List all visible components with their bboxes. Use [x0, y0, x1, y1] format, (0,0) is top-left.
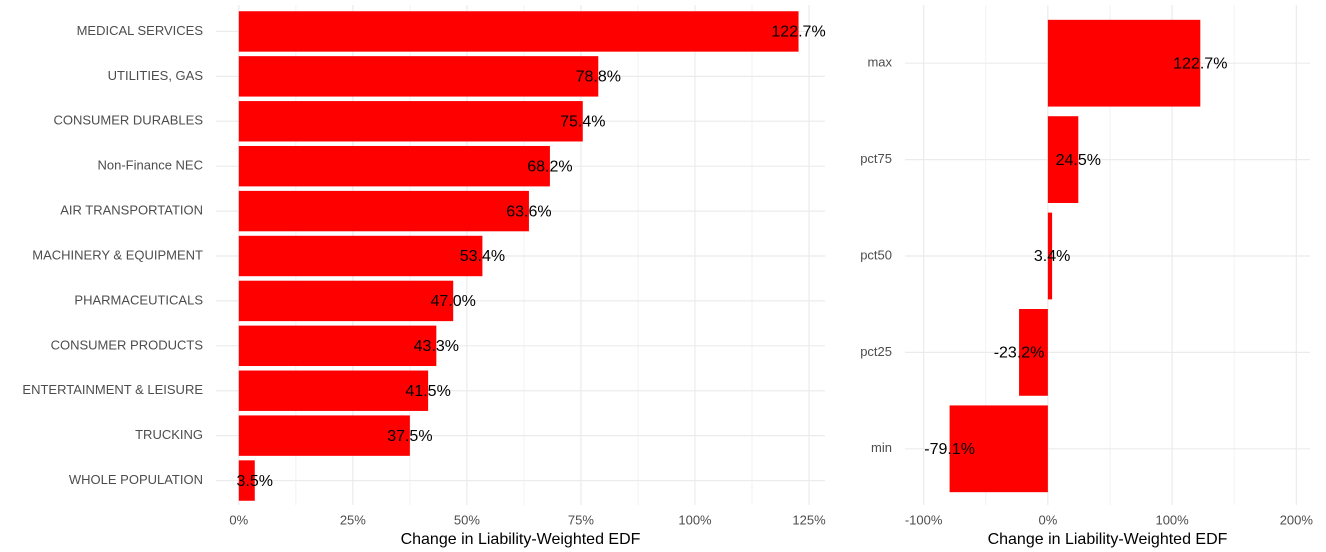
y-tick-label: MEDICAL SERVICES: [77, 23, 204, 38]
data-label: 122.7%: [1173, 55, 1227, 72]
y-tick-label: TRUCKING: [135, 427, 203, 442]
x-tick-label: 25%: [340, 512, 366, 527]
data-label: -79.1%: [924, 441, 975, 458]
bar: [238, 101, 583, 142]
y-tick-label: pct50: [860, 247, 892, 262]
x-tick-label: 0%: [1038, 512, 1057, 527]
bar: [238, 235, 483, 277]
x-tick-label: 75%: [568, 512, 594, 527]
bar: [238, 460, 255, 501]
data-label: 122.7%: [771, 24, 825, 41]
y-tick-label: CONSUMER DURABLES: [53, 113, 203, 128]
x-tick-label: 125%: [792, 512, 826, 527]
data-label: 53.4%: [460, 248, 505, 265]
bar: [238, 280, 454, 322]
y-tick-label: WHOLE POPULATION: [69, 472, 203, 487]
bar: [238, 145, 550, 187]
bar: [1047, 212, 1053, 300]
y-tick-label: Non-Finance NEC: [98, 158, 204, 173]
y-tick-label: AIR TRANSPORTATION: [60, 203, 203, 218]
x-tick-label: 50%: [454, 512, 480, 527]
data-label: 47.0%: [431, 293, 476, 310]
x-axis-title: Change in Liability-Weighted EDF: [401, 531, 641, 548]
data-label: 3.5%: [237, 473, 273, 490]
data-label: 37.5%: [387, 428, 432, 445]
data-label: 63.6%: [506, 203, 551, 220]
y-tick-label: PHARMACEUTICALS: [74, 292, 203, 307]
bar: [238, 11, 799, 52]
y-tick-label: MACHINERY & EQUIPMENT: [32, 247, 203, 262]
y-tick-label: CONSUMER PRODUCTS: [51, 337, 204, 352]
data-label: -23.2%: [994, 345, 1045, 362]
bar: [238, 190, 529, 232]
data-label: 43.3%: [414, 338, 459, 355]
bar: [238, 325, 437, 367]
bar: [238, 415, 410, 456]
y-tick-label: ENTERTAINMENT & LEISURE: [22, 382, 203, 397]
data-label: 78.8%: [576, 69, 621, 86]
y-tick-label: min: [871, 440, 892, 455]
bar: [1047, 19, 1201, 107]
data-label: 24.5%: [1056, 152, 1101, 169]
bar: [238, 56, 599, 97]
data-label: 41.5%: [405, 383, 450, 400]
bar: [1047, 116, 1079, 203]
bar: [1019, 309, 1048, 396]
data-label: 3.4%: [1034, 248, 1070, 265]
x-tick-label: 0%: [229, 512, 248, 527]
y-tick-label: pct75: [860, 151, 892, 166]
x-tick-label: -100%: [905, 512, 943, 527]
data-label: 68.2%: [527, 158, 572, 175]
x-tick-label: 200%: [1280, 512, 1314, 527]
y-tick-label: pct25: [860, 344, 892, 359]
x-tick-label: 100%: [1155, 512, 1189, 527]
bar: [238, 370, 429, 411]
x-tick-label: 100%: [678, 512, 712, 527]
data-label: 75.4%: [560, 113, 605, 130]
y-tick-label: max: [867, 55, 892, 70]
x-axis-title: Change in Liability-Weighted EDF: [988, 531, 1228, 548]
y-tick-label: UTILITIES, GAS: [108, 68, 204, 83]
bar: [949, 405, 1048, 493]
